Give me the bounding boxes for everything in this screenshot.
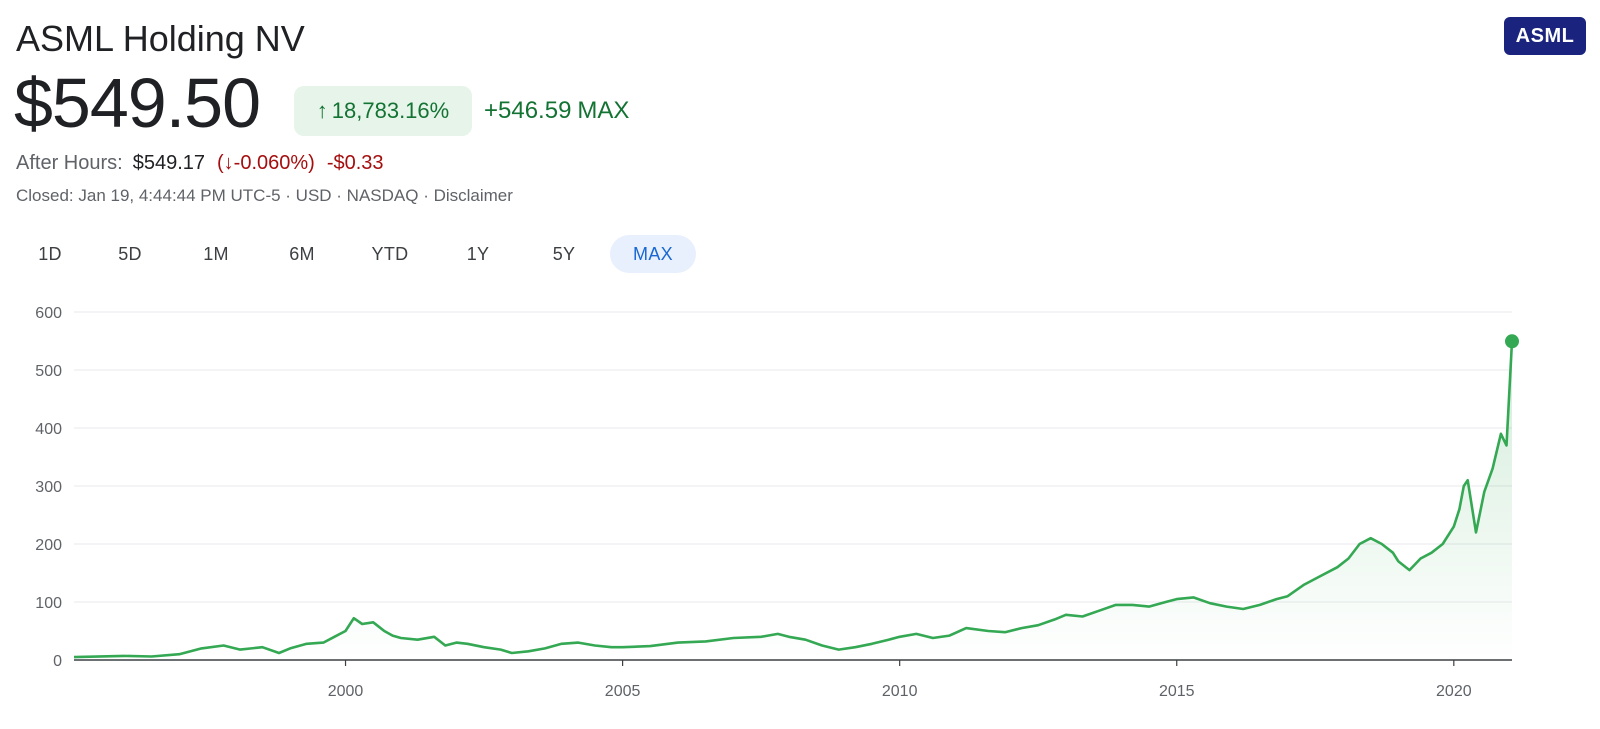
x-tick-label: 2015	[1159, 683, 1195, 700]
after-hours-label: After Hours:	[16, 152, 123, 174]
x-axis: 2000 2005 2010 2015 2020	[328, 660, 1472, 700]
y-axis: 0 100 200 300 400 500 600	[35, 305, 62, 670]
range-button-6m[interactable]: 6M	[289, 243, 315, 264]
current-price: $549.50	[14, 64, 261, 142]
price-line[interactable]	[73, 341, 1514, 659]
y-tick-label: 500	[35, 363, 62, 380]
y-tick-label: 400	[35, 421, 62, 438]
range-button-ytd[interactable]: YTD	[371, 243, 409, 264]
y-tick-label: 600	[35, 305, 62, 322]
change-range-label: MAX	[577, 97, 630, 124]
range-button-max[interactable]: MAX	[610, 235, 696, 273]
latest-price-point[interactable]	[1505, 334, 1519, 349]
absolute-change: +546.59 MAX	[484, 97, 629, 125]
range-button-1y[interactable]: 1Y	[466, 243, 490, 264]
after-hours-percent: (↓-0.060%)	[217, 152, 315, 174]
y-tick-label: 0	[53, 653, 62, 670]
price-chart[interactable]: 0 100 200 300 400 500 600 2000 2005 2010 2015 2020	[0, 290, 1600, 729]
y-tick-label: 300	[35, 479, 62, 496]
range-selector: 1D 5D 1M 6M YTD 1Y 5Y MAX	[16, 234, 696, 274]
y-tick-label: 100	[35, 595, 62, 612]
company-name: ASML Holding NV	[16, 18, 305, 59]
percent-change-badge: ↑ 18,783.16%	[294, 86, 472, 136]
x-tick-label: 2005	[605, 683, 641, 700]
after-hours-line: After Hours: $549.17 (↓-0.060%) -$0.33	[16, 152, 384, 175]
range-button-1m[interactable]: 1M	[203, 243, 229, 264]
percent-change-value: 18,783.16%	[331, 98, 450, 123]
x-tick-label: 2020	[1436, 683, 1472, 700]
after-hours-change: -$0.33	[326, 152, 384, 174]
y-tick-label: 200	[35, 537, 62, 554]
x-tick-label: 2000	[328, 683, 364, 700]
arrow-up-icon: ↑	[316, 98, 328, 123]
ticker-badge[interactable]: ASML	[1504, 17, 1586, 55]
range-button-1d[interactable]: 1D	[38, 243, 62, 264]
x-tick-label: 2010	[882, 683, 918, 700]
after-hours-price: $549.17	[132, 152, 205, 174]
absolute-change-value: +546.59	[484, 97, 572, 124]
range-button-5d[interactable]: 5D	[118, 243, 142, 264]
market-status-line: Closed: Jan 19, 4:44:44 PM UTC-5 · USD ·…	[16, 186, 513, 205]
price-area	[74, 341, 1512, 660]
range-button-5y[interactable]: 5Y	[552, 243, 576, 264]
